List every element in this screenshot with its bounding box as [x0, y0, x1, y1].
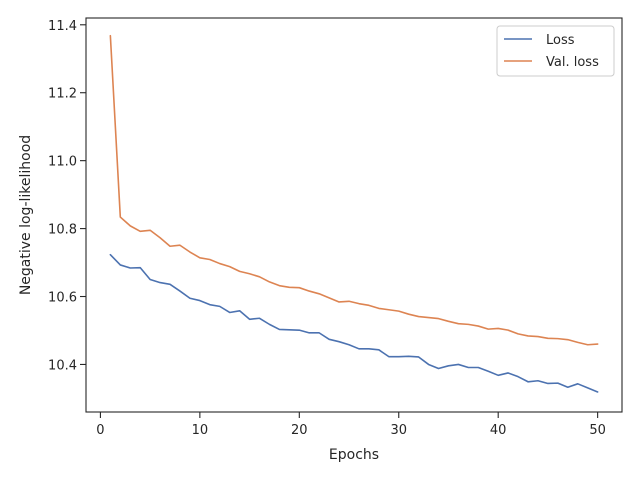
y-tick-label: 11.2	[48, 87, 77, 102]
x-tick-label: 10	[192, 423, 209, 438]
x-tick-label: 20	[291, 423, 308, 438]
legend-label-val-loss: Val. loss	[546, 55, 599, 70]
series-line-loss	[109, 253, 599, 393]
x-tick-label: 30	[390, 423, 407, 438]
x-axis: 0 10 20 30 40 50	[96, 412, 606, 438]
plot-area	[86, 18, 622, 412]
x-tick-label: 40	[490, 423, 507, 438]
x-axis-label: Epochs	[329, 447, 379, 463]
y-tick-label: 11.0	[48, 155, 77, 170]
legend-label-loss: Loss	[546, 33, 575, 48]
x-tick-label: 0	[96, 423, 104, 438]
y-axis-label: Negative log-likelihood	[18, 135, 34, 295]
y-tick-label: 10.8	[48, 223, 77, 238]
y-axis: 10.4 10.6 10.8 11.0 11.2 11.4	[48, 19, 86, 373]
plot-frame	[85, 17, 623, 413]
series-layer	[109, 34, 599, 393]
legend: Loss Val. loss	[496, 25, 615, 77]
y-tick-label: 10.6	[48, 291, 77, 306]
x-tick-label: 50	[589, 423, 606, 438]
series-line-val-loss	[109, 34, 599, 346]
y-tick-label: 10.4	[48, 358, 77, 373]
y-tick-label: 11.4	[48, 19, 77, 34]
